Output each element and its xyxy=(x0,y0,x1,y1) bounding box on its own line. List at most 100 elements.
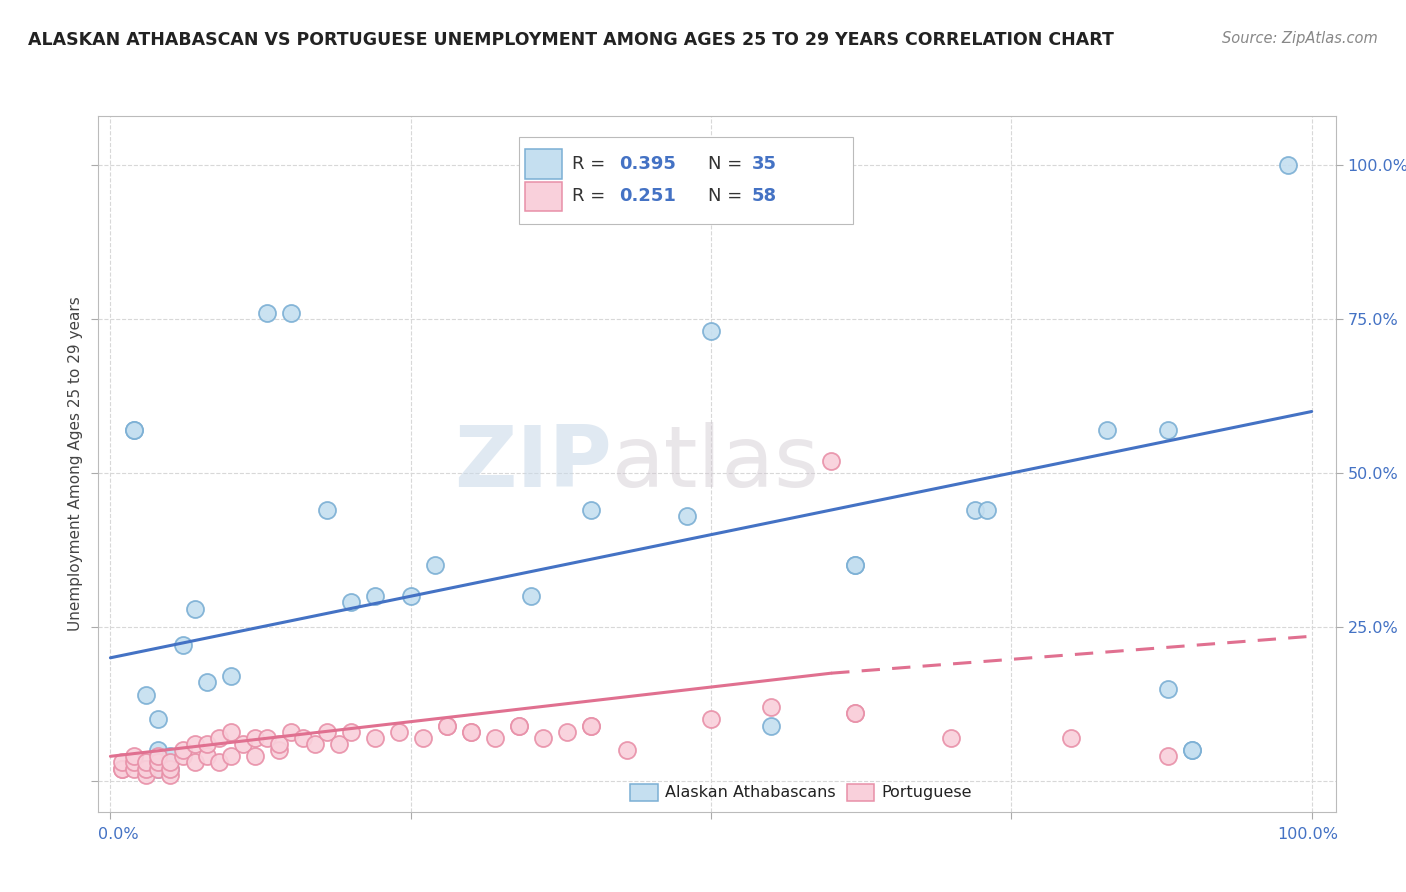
Point xyxy=(183,756,205,770)
Point xyxy=(364,731,387,745)
Point xyxy=(315,503,337,517)
Point xyxy=(520,589,543,603)
Point xyxy=(195,737,218,751)
Point xyxy=(1277,158,1299,172)
Point xyxy=(1180,743,1202,757)
Point xyxy=(111,762,134,776)
Text: 100.0%: 100.0% xyxy=(1278,827,1339,841)
Point xyxy=(436,718,458,732)
Point xyxy=(965,503,987,517)
Text: ALASKAN ATHABASCAN VS PORTUGUESE UNEMPLOYMENT AMONG AGES 25 TO 29 YEARS CORRELAT: ALASKAN ATHABASCAN VS PORTUGUESE UNEMPLO… xyxy=(28,31,1114,49)
Point xyxy=(135,688,157,702)
Point xyxy=(1097,423,1119,437)
Point xyxy=(941,731,963,745)
FancyBboxPatch shape xyxy=(526,149,562,178)
Text: ZIP: ZIP xyxy=(454,422,612,506)
Point xyxy=(676,509,699,524)
Point xyxy=(579,718,602,732)
Point xyxy=(135,768,157,782)
Text: 0.0%: 0.0% xyxy=(98,827,139,841)
Point xyxy=(555,724,578,739)
Point xyxy=(1060,731,1083,745)
Point xyxy=(315,724,337,739)
Text: R =: R = xyxy=(572,155,612,173)
Point xyxy=(328,737,350,751)
Point xyxy=(304,737,326,751)
Point xyxy=(159,768,181,782)
Point xyxy=(159,762,181,776)
FancyBboxPatch shape xyxy=(846,784,875,801)
Text: atlas: atlas xyxy=(612,422,820,506)
Point xyxy=(172,639,194,653)
Point xyxy=(844,558,866,573)
Point xyxy=(172,743,194,757)
Point xyxy=(759,718,782,732)
Point xyxy=(124,762,146,776)
Point xyxy=(148,743,170,757)
Text: Alaskan Athabascans: Alaskan Athabascans xyxy=(665,785,835,800)
Point xyxy=(339,595,361,609)
Point xyxy=(291,731,314,745)
Point xyxy=(111,762,134,776)
Point xyxy=(616,743,638,757)
Point xyxy=(219,749,242,764)
Point xyxy=(159,762,181,776)
Text: 0.395: 0.395 xyxy=(619,155,676,173)
Point xyxy=(195,675,218,690)
Y-axis label: Unemployment Among Ages 25 to 29 years: Unemployment Among Ages 25 to 29 years xyxy=(67,296,83,632)
Point xyxy=(267,743,290,757)
Point xyxy=(219,669,242,683)
Point xyxy=(844,706,866,721)
Point xyxy=(844,706,866,721)
Point xyxy=(148,762,170,776)
Text: N =: N = xyxy=(709,155,748,173)
Point xyxy=(280,724,302,739)
Point xyxy=(388,724,411,739)
Point xyxy=(124,756,146,770)
Point xyxy=(148,762,170,776)
Text: 58: 58 xyxy=(752,187,778,205)
Point xyxy=(135,762,157,776)
Text: N =: N = xyxy=(709,187,748,205)
Point xyxy=(256,306,278,320)
Point xyxy=(1156,681,1178,696)
Point xyxy=(135,762,157,776)
Point xyxy=(508,718,530,732)
Point xyxy=(183,737,205,751)
Point xyxy=(172,749,194,764)
Point xyxy=(207,756,229,770)
Point xyxy=(436,718,458,732)
Point xyxy=(243,731,266,745)
Point xyxy=(460,724,482,739)
Text: Source: ZipAtlas.com: Source: ZipAtlas.com xyxy=(1222,31,1378,46)
Point xyxy=(267,737,290,751)
FancyBboxPatch shape xyxy=(630,784,658,801)
Point xyxy=(280,306,302,320)
FancyBboxPatch shape xyxy=(519,136,853,224)
Point xyxy=(700,712,723,726)
Point xyxy=(207,731,229,745)
Point xyxy=(183,601,205,615)
Point xyxy=(364,589,387,603)
Point xyxy=(159,756,181,770)
Point xyxy=(148,712,170,726)
Text: Portuguese: Portuguese xyxy=(882,785,972,800)
Point xyxy=(159,749,181,764)
Point xyxy=(256,731,278,745)
Point xyxy=(111,756,134,770)
Point xyxy=(508,718,530,732)
Point xyxy=(219,724,242,739)
FancyBboxPatch shape xyxy=(526,182,562,211)
Point xyxy=(1156,749,1178,764)
Point xyxy=(1180,743,1202,757)
Point xyxy=(243,749,266,764)
Point xyxy=(700,325,723,339)
Point xyxy=(484,731,506,745)
Point xyxy=(399,589,422,603)
Point xyxy=(423,558,446,573)
Point xyxy=(579,718,602,732)
Point xyxy=(339,724,361,739)
Point xyxy=(460,724,482,739)
Point xyxy=(1156,423,1178,437)
Point xyxy=(759,700,782,714)
